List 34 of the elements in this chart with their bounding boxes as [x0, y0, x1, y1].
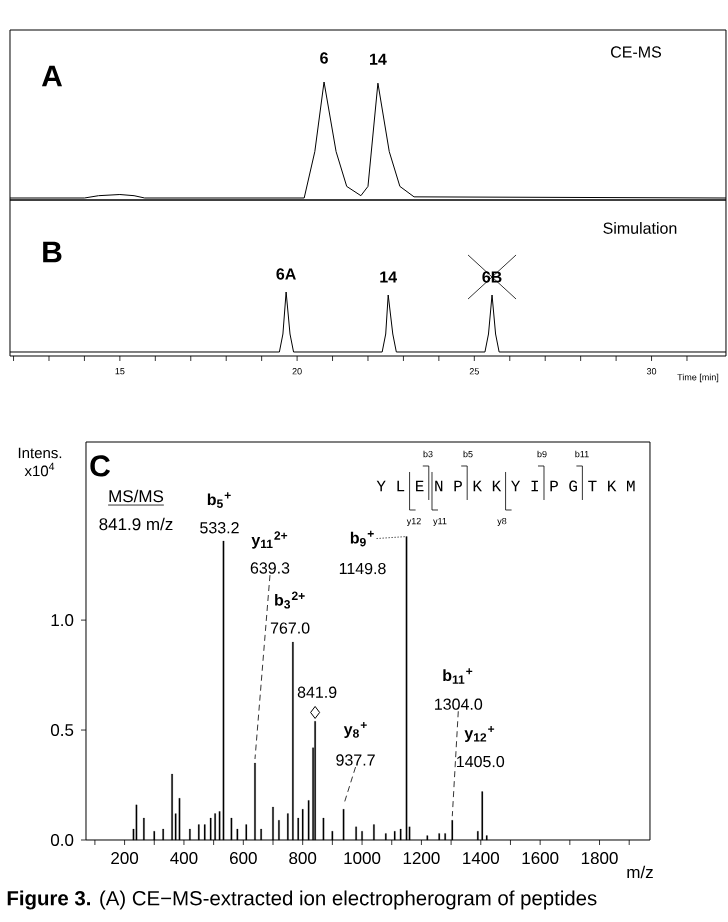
text: Figure 3. (A) CE−MS-extracted ion electropherogram of peptides	[7, 890, 597, 910]
annotation: A	[41, 65, 63, 87]
annotation: C	[90, 455, 110, 477]
text: CE-MS	[611, 46, 662, 58]
annotation: 767.0	[270, 622, 310, 634]
y-tick-label: 0.5	[50, 724, 74, 737]
annotation: 6A	[276, 268, 296, 280]
x-axis-title: m/z	[627, 865, 653, 879]
annotation: 533.2	[200, 522, 239, 534]
annotation: MS/MS	[109, 489, 164, 503]
y-tick-label: 1.0	[51, 614, 74, 627]
x-tick-label: 1000	[344, 852, 381, 865]
x-tick-label: 1800	[581, 852, 618, 865]
annotation: 1149.8	[339, 562, 386, 575]
annotation: Y L E N P K K Y I P G T K M	[376, 480, 635, 492]
y-tick-label: 0.0	[50, 833, 74, 846]
x-tick-label: 1200	[403, 852, 440, 865]
x-tick-label: 1600	[522, 852, 559, 865]
annotation: 1405.0	[457, 755, 505, 768]
annotation: 1304.0	[435, 698, 483, 710]
annotation: 6	[320, 52, 328, 64]
text: B	[43, 241, 62, 263]
annotation: 937.7	[336, 754, 375, 766]
annotation: 841.9	[297, 686, 337, 698]
annotation: 639.3	[250, 562, 290, 574]
x-tick-label: 1400	[463, 852, 500, 865]
x-tick-label: 600	[230, 852, 257, 865]
text: Simulation	[603, 222, 677, 234]
x-tick-label: 800	[289, 852, 317, 865]
x-tick-label: 200	[111, 852, 139, 865]
annotation: 841.9 m/z	[99, 517, 173, 531]
x-tick-label: 400	[170, 852, 198, 865]
annotation: 14	[380, 271, 397, 283]
annotation: 14	[370, 53, 387, 65]
